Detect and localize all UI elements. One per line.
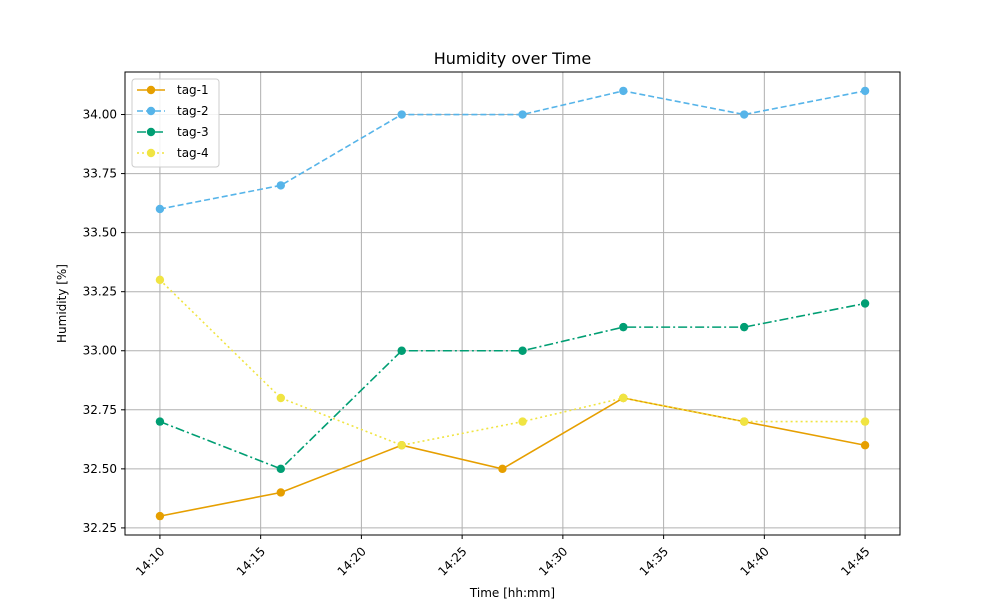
data-point-tag-4 (739, 417, 749, 426)
data-point-tag-1 (498, 464, 507, 474)
y-tick-label: 33.00 (83, 344, 117, 358)
data-point-tag-4 (860, 417, 870, 426)
legend-marker-tag-3 (146, 127, 156, 137)
legend-label-tag-2: tag-2 (177, 104, 209, 118)
data-point-tag-4 (397, 441, 406, 450)
data-point-tag-2 (619, 86, 628, 96)
data-point-tag-4 (518, 417, 527, 426)
y-tick-label: 32.50 (83, 462, 117, 476)
y-tick-label: 32.25 (83, 521, 117, 535)
series-tag-4 (155, 275, 870, 450)
y-tick-label: 33.75 (83, 167, 117, 181)
y-tick-label: 33.25 (83, 285, 117, 299)
series-tag-3 (155, 299, 870, 474)
data-point-tag-3 (276, 464, 286, 474)
legend: tag-1 tag-2 tag-3 tag-4 (131, 78, 220, 168)
y-tick-label: 32.75 (83, 403, 117, 417)
data-point-tag-1 (276, 488, 286, 497)
data-point-tag-1 (155, 511, 165, 521)
data-point-tag-4 (619, 393, 628, 403)
y-tick-label: 34.00 (83, 108, 117, 122)
x-axis-label: Time [hh:mm] (469, 586, 555, 600)
legend-marker-tag-2 (146, 106, 156, 116)
grid-lines (125, 72, 900, 535)
plot-area-frame (124, 71, 901, 536)
data-point-tag-3 (619, 322, 628, 332)
legend-label-tag-4: tag-4 (177, 146, 209, 160)
data-point-tag-3 (518, 346, 527, 355)
data-point-tag-3 (155, 417, 165, 426)
data-point-tag-3 (397, 346, 406, 355)
data-point-tag-2 (276, 181, 286, 190)
chart-title: Humidity over Time (434, 49, 592, 68)
data-point-tag-4 (155, 275, 165, 285)
y-axis-label: Humidity [%] (55, 264, 69, 343)
series-tag-2 (155, 86, 870, 214)
legend-label-tag-3: tag-3 (177, 125, 209, 139)
data-point-tag-4 (276, 393, 286, 403)
data-point-tag-2 (155, 204, 165, 214)
data-point-tag-2 (739, 110, 749, 119)
data-point-tag-1 (860, 441, 870, 450)
data-point-tag-3 (739, 322, 749, 332)
y-tick-label: 33.50 (83, 226, 117, 240)
legend-marker-tag-1 (146, 85, 156, 95)
data-point-tag-2 (518, 110, 527, 119)
data-point-tag-2 (397, 110, 406, 119)
data-point-tag-3 (860, 299, 870, 308)
series-lines (155, 86, 870, 521)
legend-label-tag-1: tag-1 (177, 83, 209, 97)
legend-marker-tag-4 (146, 148, 156, 158)
data-point-tag-2 (860, 86, 870, 96)
legend-box (131, 78, 220, 168)
